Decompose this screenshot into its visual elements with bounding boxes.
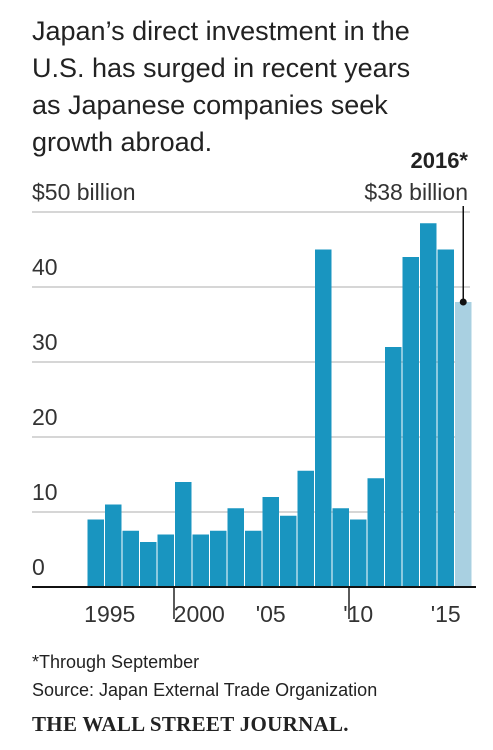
footnote: *Through September — [32, 652, 199, 672]
chart-title: U.S. has surged in recent years — [32, 53, 410, 83]
chart-title: as Japanese companies seek — [32, 90, 388, 120]
annotation-dot — [459, 298, 467, 306]
bar — [227, 508, 244, 587]
bar — [122, 530, 139, 587]
bar — [297, 470, 314, 587]
bar — [437, 249, 454, 587]
bar — [350, 519, 367, 587]
x-tick-label: '10 — [343, 601, 373, 627]
bar — [262, 497, 279, 587]
chart-title: growth abroad. — [32, 127, 212, 157]
y-tick-label: 0 — [32, 554, 45, 580]
y-tick-label: $50 billion — [32, 179, 136, 205]
bar — [192, 534, 209, 587]
x-tick-label: 2000 — [174, 601, 225, 627]
bar — [385, 347, 402, 587]
bar — [367, 478, 384, 587]
y-tick-label: 10 — [32, 479, 58, 505]
bar — [157, 534, 174, 587]
source: Source: Japan External Trade Organizatio… — [32, 680, 377, 700]
bar — [210, 530, 227, 587]
bar — [402, 257, 419, 587]
annotation-title: 2016* — [410, 148, 468, 173]
y-tick-label: 40 — [32, 254, 58, 280]
annotation-text: $38 billion — [364, 179, 468, 205]
bar — [105, 504, 122, 587]
bar — [245, 530, 262, 587]
bar — [420, 223, 437, 587]
bar — [140, 542, 157, 587]
chart-title: Japan’s direct investment in the — [32, 16, 410, 46]
x-tick-label: '05 — [256, 601, 286, 627]
bar — [87, 519, 104, 587]
bar — [175, 482, 192, 587]
bar — [455, 302, 472, 587]
bar — [280, 515, 297, 587]
bar — [315, 249, 332, 587]
brand: THE WALL STREET JOURNAL. — [32, 712, 349, 736]
y-tick-label: 20 — [32, 404, 58, 430]
bar — [332, 508, 349, 587]
x-tick-label: '15 — [431, 601, 461, 627]
x-tick-label: 1995 — [84, 601, 135, 627]
y-tick-label: 30 — [32, 329, 58, 355]
